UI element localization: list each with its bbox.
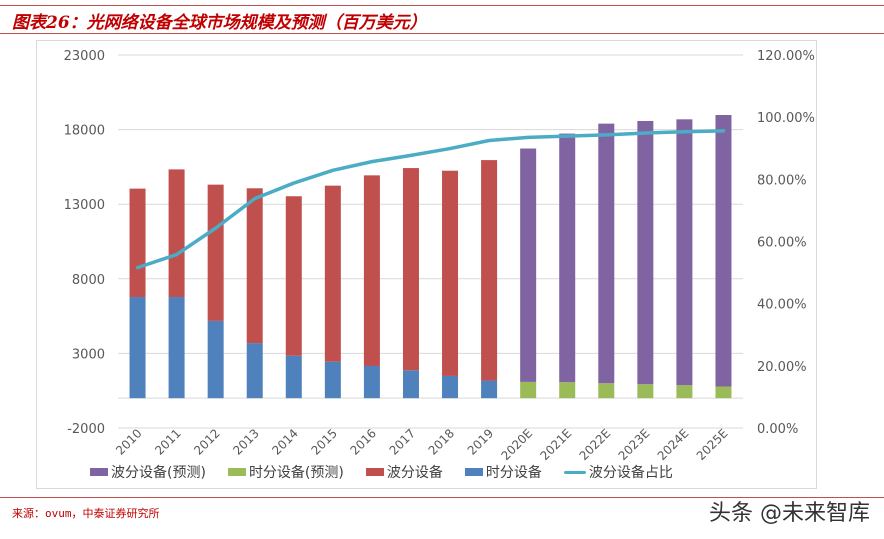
- y-left-tick-label: -2000: [67, 422, 105, 437]
- legend-item-tdm-forecast: 时分设备(预测): [227, 462, 344, 482]
- x-tick-label: 2016: [348, 426, 379, 457]
- x-tick-label: 2020E: [498, 426, 535, 463]
- x-tick-label: 2024E: [655, 426, 692, 463]
- legend-label: 波分设备(预测): [111, 465, 206, 481]
- y-right-tick-label: 60.00%: [757, 236, 807, 251]
- bar-波分设备: [324, 185, 341, 362]
- legend-swatch: [90, 468, 108, 476]
- bar-时分设备(预测): [559, 382, 576, 399]
- bar-波分设备(预测): [559, 133, 576, 383]
- y-left-tick-label: 18000: [64, 124, 105, 139]
- legend-swatch: [227, 468, 246, 476]
- y-left-tick-label: 3000: [72, 347, 105, 362]
- y-left-tick-label: 23000: [64, 49, 105, 64]
- legend: 波分设备(预测) 时分设备(预测) 波分设备 时分设备 波分设备占比: [90, 462, 673, 482]
- bar-波分设备(预测): [637, 120, 654, 385]
- y-right-tick-label: 100.00%: [757, 111, 815, 126]
- chart-frame: [36, 40, 817, 489]
- y-right-tick-label: 0.00%: [757, 422, 798, 437]
- bar-时分设备: [129, 297, 146, 399]
- bar-波分设备: [442, 170, 459, 376]
- bar-波分设备: [168, 169, 185, 298]
- bar-时分设备: [442, 375, 459, 399]
- x-tick-label: 2014: [269, 426, 300, 457]
- line-wdm-share: [135, 129, 726, 270]
- legend-item-tdm: 时分设备: [464, 462, 542, 482]
- y-right-tick-label: 120.00%: [757, 49, 815, 64]
- bar-时分设备(预测): [637, 384, 654, 399]
- legend-swatch: [464, 468, 483, 476]
- bar-波分设备(预测): [676, 119, 693, 386]
- legend-item-wdm: 波分设备: [365, 462, 443, 482]
- legend-label: 波分设备: [386, 465, 443, 481]
- x-tick-label: 2010: [113, 426, 144, 457]
- x-tick-label: 2021E: [537, 426, 574, 463]
- x-tick-label: 2018: [426, 426, 457, 457]
- x-tick-label: 2025E: [694, 426, 731, 463]
- legend-label: 时分设备: [485, 465, 542, 481]
- y-right-tick-label: 80.00%: [757, 173, 807, 188]
- bar-时分设备(预测): [715, 386, 732, 399]
- legend-label: 时分设备(预测): [248, 465, 344, 481]
- bar-时分设备: [481, 380, 498, 399]
- footer-rule: [0, 497, 884, 498]
- top-rule: [0, 5, 884, 6]
- bar-时分设备: [168, 297, 185, 399]
- legend-swatch: [563, 470, 586, 474]
- bar-时分设备: [207, 320, 224, 399]
- bar-波分设备: [285, 196, 302, 356]
- bar-波分设备: [363, 175, 380, 366]
- x-tick-label: 2015: [308, 426, 339, 457]
- bar-时分设备(预测): [598, 383, 615, 399]
- x-tick-label: 2022E: [577, 426, 614, 463]
- x-tick-label: 2013: [230, 426, 261, 457]
- legend-item-wdm-share: 波分设备占比: [563, 462, 673, 482]
- title-underline: [0, 33, 884, 34]
- x-tick-label: 2011: [152, 426, 183, 457]
- y-left-tick-label: 13000: [64, 198, 105, 213]
- bar-波分设备: [207, 184, 224, 321]
- bar-波分设备: [481, 160, 498, 381]
- watermark: 头条 @未来智库: [709, 501, 870, 526]
- legend-swatch: [365, 468, 384, 476]
- bar-时分设备: [363, 365, 380, 399]
- bar-波分设备(预测): [598, 123, 615, 384]
- chart-title: 图表26：光网络设备全球市场规模及预测（百万美元）: [12, 13, 427, 33]
- bar-波分设备(预测): [520, 148, 537, 382]
- x-tick-label: 2023E: [616, 426, 653, 463]
- legend-item-wdm-forecast: 波分设备(预测): [90, 462, 206, 482]
- x-tick-label: 2019: [465, 426, 496, 457]
- bar-波分设备: [246, 188, 263, 344]
- y-left-tick-label: 8000: [72, 273, 105, 288]
- bar-时分设备: [402, 370, 419, 399]
- bar-时分设备(预测): [676, 385, 693, 399]
- y-right-tick-label: 20.00%: [757, 360, 807, 375]
- bar-时分设备: [246, 343, 263, 399]
- legend-label: 波分设备占比: [588, 465, 673, 481]
- y-right-tick-label: 40.00%: [757, 298, 807, 313]
- bar-时分设备(预测): [520, 381, 537, 399]
- x-tick-label: 2012: [191, 426, 222, 457]
- bar-波分设备: [129, 188, 146, 298]
- source-note: 来源：ovum，中泰证券研究所: [12, 507, 160, 520]
- bar-波分设备: [402, 168, 419, 371]
- x-tick-label: 2017: [387, 426, 418, 457]
- bar-时分设备: [285, 355, 302, 399]
- bar-波分设备(预测): [715, 115, 732, 387]
- bar-时分设备: [324, 361, 341, 399]
